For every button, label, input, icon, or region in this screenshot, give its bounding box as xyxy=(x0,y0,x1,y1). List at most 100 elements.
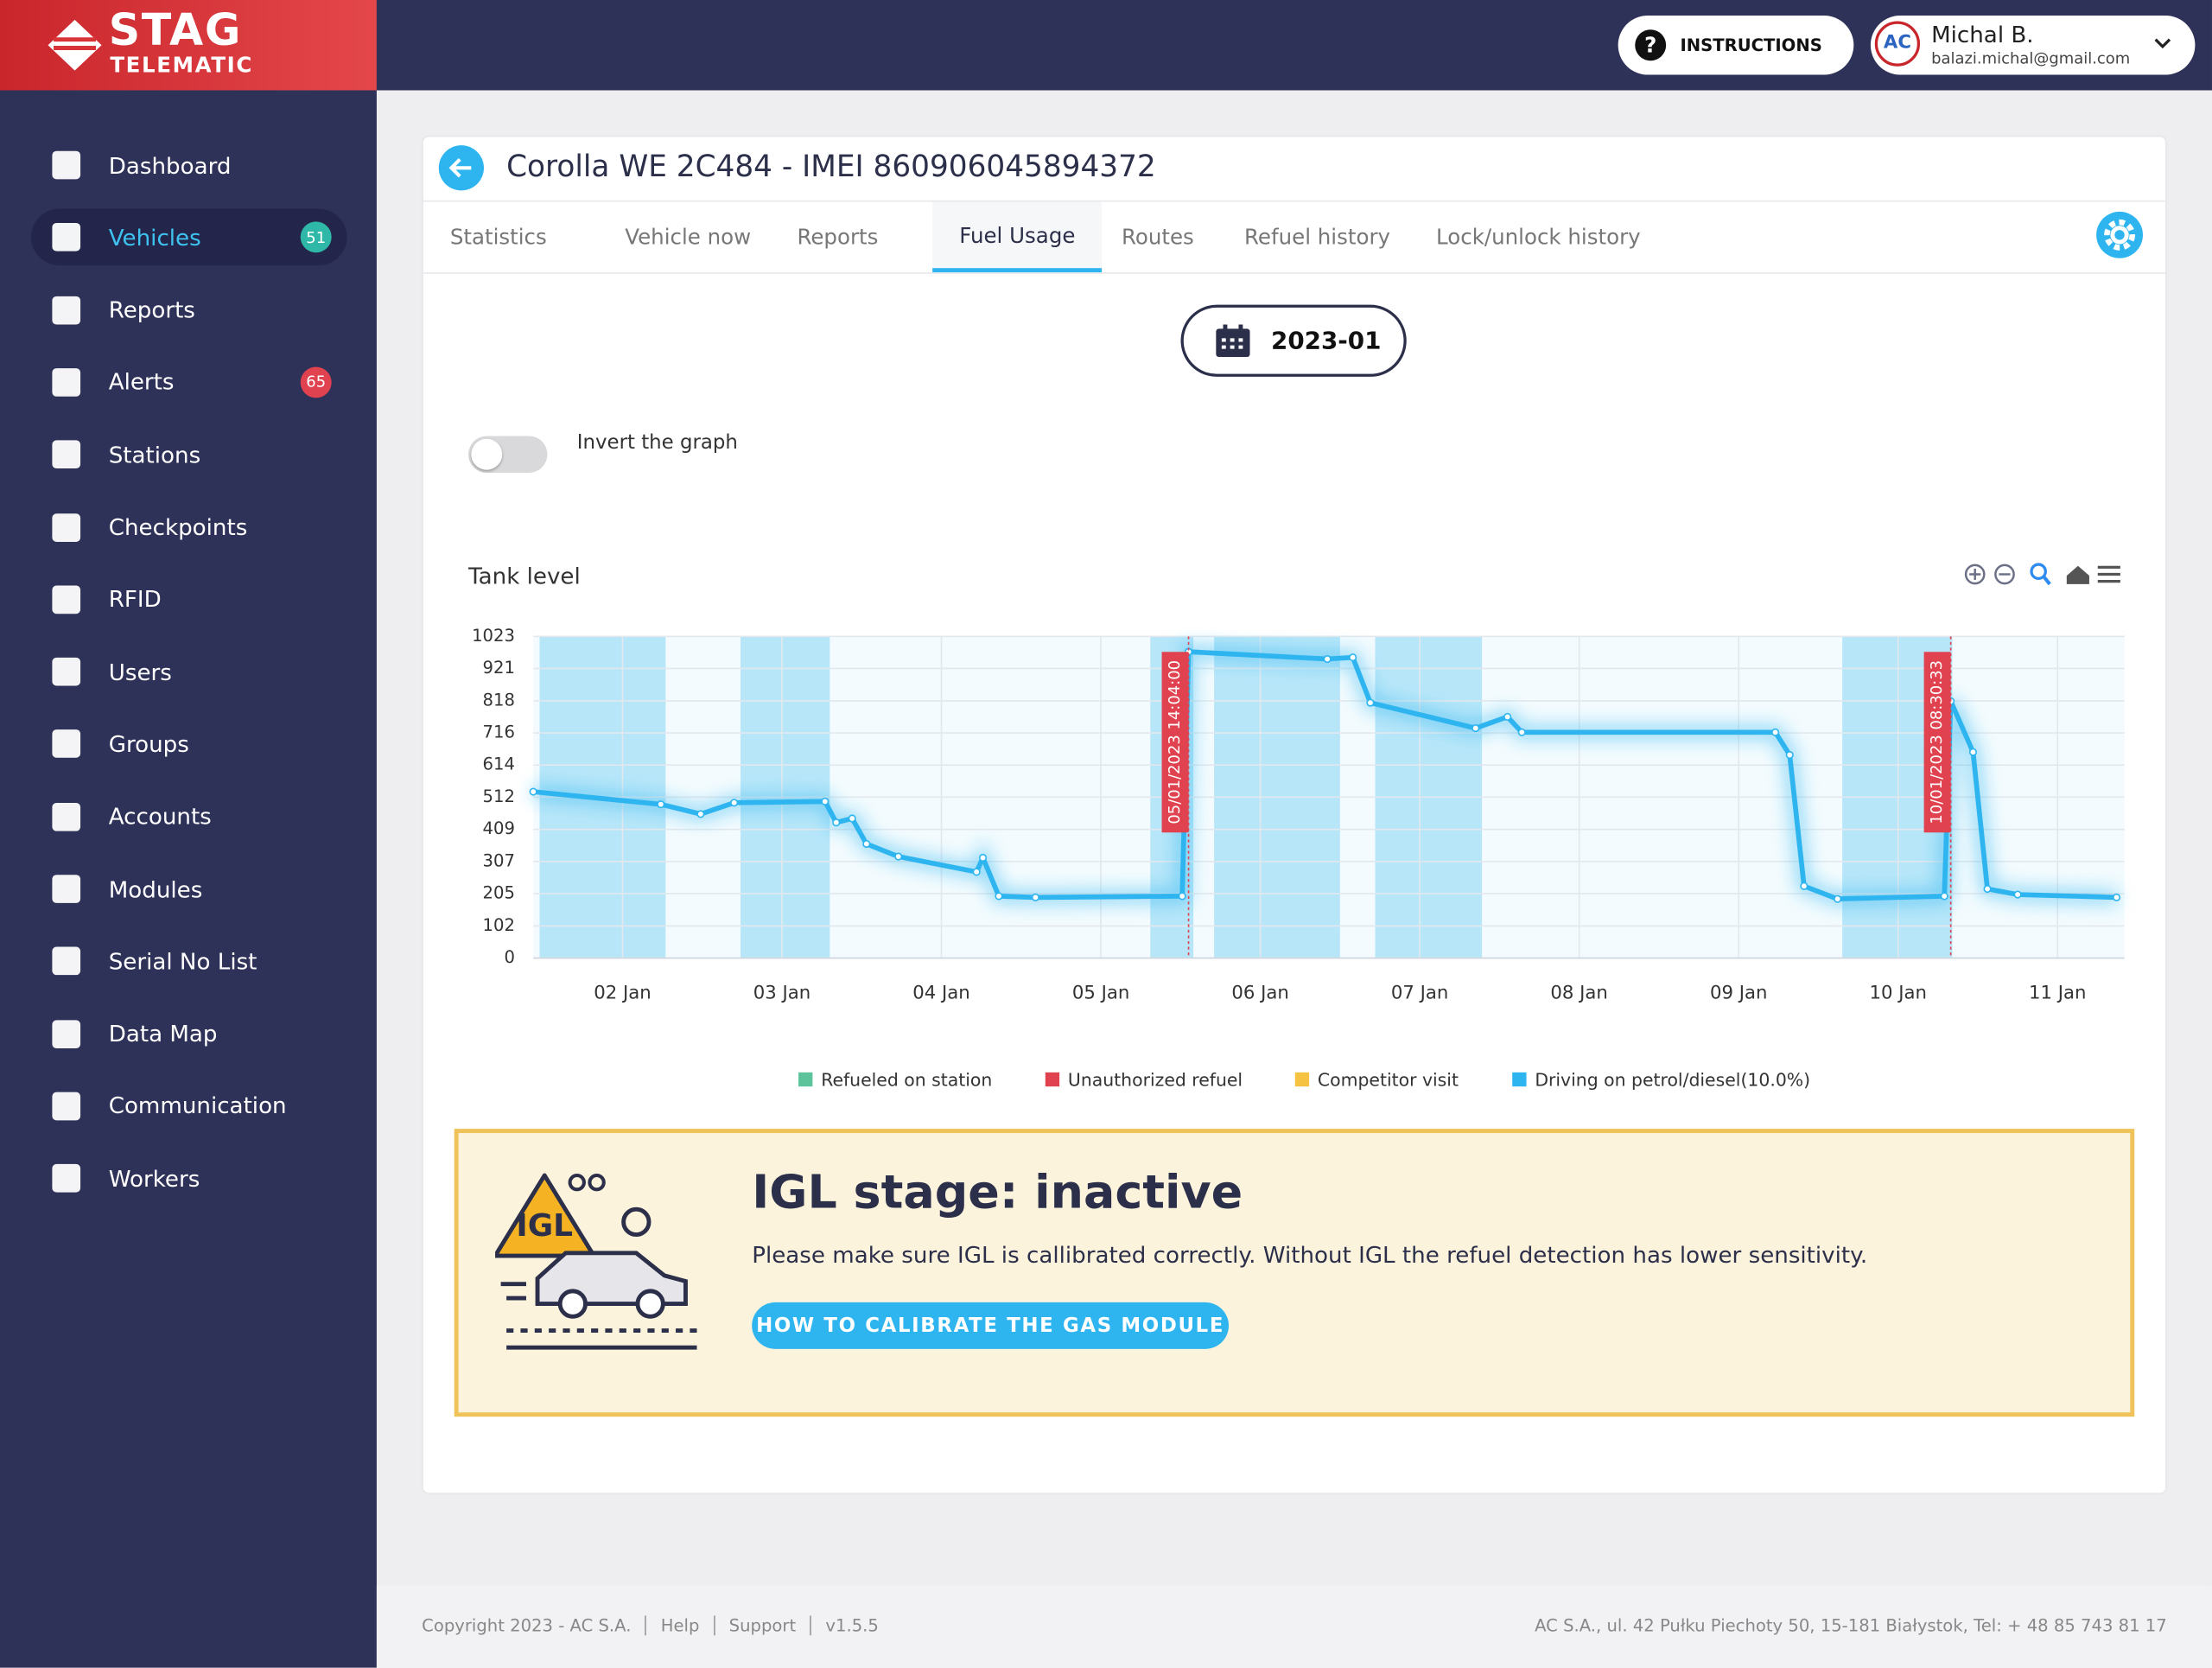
zoom-select[interactable] xyxy=(2030,563,2047,581)
annotation-box xyxy=(1923,652,1951,833)
point xyxy=(2013,890,2022,899)
x-tick-label: 03 Jan xyxy=(753,982,810,1003)
y-tick-label: 0 xyxy=(504,947,514,967)
annotation-box xyxy=(1161,652,1189,833)
nav-item[interactable]: Communication xyxy=(31,1078,347,1134)
nav-icon xyxy=(52,440,81,469)
reset-zoom[interactable] xyxy=(2066,565,2089,584)
dropdown-arrow xyxy=(2154,38,2171,49)
legend-swatch xyxy=(1512,1072,1527,1087)
user-avatar: AC xyxy=(1874,21,1921,67)
tab[interactable]: Routes xyxy=(1121,224,1194,250)
point xyxy=(862,839,871,849)
tab[interactable]: Reports xyxy=(797,224,879,250)
nav-item[interactable]: RFID xyxy=(31,571,347,627)
footer-link[interactable]: Help xyxy=(645,1615,714,1636)
nav-icon xyxy=(52,875,81,903)
legend-swatch xyxy=(1294,1072,1310,1087)
point xyxy=(696,810,705,818)
y-tick-label: 921 xyxy=(483,658,515,678)
nav-icon xyxy=(52,512,81,542)
point xyxy=(529,787,537,796)
calibrate-button[interactable]: HOW TO CALIBRATE THE GAS MODULE xyxy=(752,1302,1230,1349)
tab[interactable]: Lock/unlock history xyxy=(1436,224,1641,250)
instructions-button[interactable]: ? INSTRUCTIONS xyxy=(1618,15,1854,75)
nav-item[interactable]: Accounts xyxy=(31,788,347,844)
nav-label: Workers xyxy=(108,1165,200,1193)
nav-item[interactable]: Stations xyxy=(31,426,347,482)
nav-item[interactable]: Dashboard xyxy=(31,137,347,193)
nav-icon xyxy=(52,367,81,397)
nav-item[interactable]: Checkpoints xyxy=(31,499,347,555)
annotation-label: 05/01/2023 14:04:00 xyxy=(1166,660,1184,824)
nav-label: Modules xyxy=(108,875,203,903)
chart: Tank level 0 102 205 307 409 512 614 716 818 921 1… xyxy=(467,563,2125,1091)
nav-item[interactable]: Reports xyxy=(31,282,347,338)
nav-label: RFID xyxy=(108,586,162,614)
invert-toggle[interactable] xyxy=(468,436,548,473)
nav-label: Groups xyxy=(108,730,189,758)
point xyxy=(1834,894,1842,903)
tab[interactable]: Statistics xyxy=(449,224,547,250)
nav-item[interactable]: Serial No List xyxy=(31,933,347,990)
nav-icon xyxy=(52,1019,81,1048)
sidebar: Dashboard Vehicles 51 Reports Alerts 65 Statio… xyxy=(0,0,377,1668)
legend-label: Unauthorized refuel xyxy=(1068,1070,1243,1091)
nav-item[interactable]: Data Map xyxy=(31,1005,347,1061)
nav-item[interactable]: Vehicles 51 xyxy=(30,209,347,266)
footer-link[interactable]: v1.5.5 xyxy=(810,1615,893,1636)
point xyxy=(1031,893,1039,901)
point xyxy=(1471,724,1480,733)
nav-label: Accounts xyxy=(108,803,212,831)
y-tick-label: 409 xyxy=(483,818,515,838)
x-tick-label: 07 Jan xyxy=(1391,982,1448,1003)
point xyxy=(730,799,739,807)
footer-links: Copyright 2023 - AC S.A. Help Support v1.5.… xyxy=(422,1615,893,1636)
nav-icon xyxy=(52,1092,81,1121)
calendar-icon xyxy=(1216,323,1250,357)
month-picker[interactable]: 2023-01 xyxy=(1180,304,1407,377)
divider xyxy=(423,200,2166,202)
x-tick-label: 08 Jan xyxy=(1550,982,1607,1003)
point xyxy=(1800,882,1808,890)
x-tick-label: 02 Jan xyxy=(594,982,651,1003)
x-tick-label: 09 Jan xyxy=(1710,982,1767,1003)
tab[interactable]: Vehicle now xyxy=(625,224,752,250)
footer-link[interactable]: Support xyxy=(713,1615,810,1636)
instructions-label: INSTRUCTIONS xyxy=(1680,35,1822,55)
back-button[interactable] xyxy=(438,145,484,191)
logo-text: STAG xyxy=(108,5,243,57)
user-email: balazi.michal@gmail.com xyxy=(1931,49,2131,68)
y-tick-label: 614 xyxy=(483,754,515,774)
point xyxy=(1178,892,1186,901)
x-tick-label: 04 Jan xyxy=(912,982,969,1003)
tab[interactable]: Fuel Usage xyxy=(932,201,1103,273)
y-tick-label: 512 xyxy=(483,786,515,806)
legend-label: Competitor visit xyxy=(1318,1070,1459,1091)
user-menu[interactable]: AC Michal B. balazi.michal@gmail.com xyxy=(1870,15,2196,75)
legend-swatch xyxy=(1045,1072,1060,1087)
nav-item[interactable]: Workers xyxy=(31,1150,347,1206)
tab[interactable]: Refuel history xyxy=(1243,224,1391,250)
point xyxy=(1983,884,1992,894)
point xyxy=(1940,892,1948,901)
vehicle-title: Corolla WE 2C484 - IMEI 860906045894372 xyxy=(506,150,1156,184)
toggle-knob xyxy=(471,438,503,470)
logo[interactable]: STAG TELEMATIC xyxy=(0,0,377,91)
help-icon: ? xyxy=(1635,29,1667,61)
settings-button[interactable] xyxy=(2096,211,2143,258)
chart-menu[interactable] xyxy=(2097,565,2120,583)
nav-item[interactable]: Modules xyxy=(31,861,347,917)
nav-label: Dashboard xyxy=(108,151,232,179)
nav-item[interactable]: Alerts 65 xyxy=(31,354,347,411)
nav-item[interactable]: Users xyxy=(31,644,347,700)
legend-swatch xyxy=(798,1072,813,1087)
zoom-out[interactable] xyxy=(1994,563,2015,585)
point xyxy=(1323,654,1332,664)
nav-item[interactable]: Groups xyxy=(31,716,347,772)
zoom-in[interactable] xyxy=(1964,563,1986,585)
nav-icon xyxy=(52,223,81,252)
nav-label: Serial No List xyxy=(108,947,257,975)
